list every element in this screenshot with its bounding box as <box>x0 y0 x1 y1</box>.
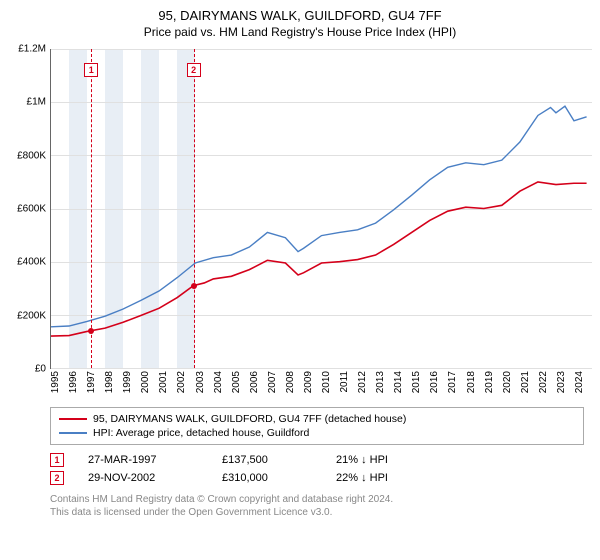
y-tick-label: £800K <box>17 150 46 161</box>
sales-table: 1 27-MAR-1997 £137,500 21% ↓ HPI 2 29-NOV-200… <box>50 451 584 487</box>
y-tick-label: £600K <box>17 204 46 215</box>
plot-area: 12 <box>50 49 592 369</box>
footer-line: This data is licensed under the Open Gov… <box>50 506 584 519</box>
series-line-property <box>51 182 587 336</box>
event-line <box>194 49 195 368</box>
x-tick-label: 2010 <box>321 371 332 393</box>
legend-box: 95, DAIRYMANS WALK, GUILDFORD, GU4 7FF (… <box>50 407 584 445</box>
line-svg <box>51 49 592 368</box>
x-tick-label: 2011 <box>339 371 350 393</box>
x-tick-label: 2012 <box>357 371 368 393</box>
legend-item: 95, DAIRYMANS WALK, GUILDFORD, GU4 7FF (… <box>59 412 575 426</box>
y-tick-label: £0 <box>35 364 46 375</box>
x-tick-label: 1997 <box>86 371 97 393</box>
x-tick-label: 2023 <box>556 371 567 393</box>
x-tick-label: 2021 <box>520 371 531 393</box>
x-tick-label: 2003 <box>195 371 206 393</box>
x-tick-label: 2016 <box>429 371 440 393</box>
x-tick-label: 2022 <box>538 371 549 393</box>
x-tick-label: 2015 <box>411 371 422 393</box>
x-tick-label: 2019 <box>484 371 495 393</box>
chart-subtitle: Price paid vs. HM Land Registry's House … <box>8 25 592 39</box>
sale-badge: 2 <box>50 471 64 485</box>
sale-badge: 1 <box>50 453 64 467</box>
event-line <box>91 49 92 368</box>
sale-delta: 21% ↓ HPI <box>336 454 388 466</box>
sale-row: 1 27-MAR-1997 £137,500 21% ↓ HPI <box>50 451 584 469</box>
event-dot <box>191 283 197 289</box>
x-tick-label: 2008 <box>285 371 296 393</box>
y-tick-label: £200K <box>17 310 46 321</box>
event-badge: 2 <box>187 63 201 77</box>
x-tick-label: 2001 <box>158 371 169 393</box>
x-tick-label: 2014 <box>393 371 404 393</box>
x-tick-label: 1995 <box>50 371 61 393</box>
y-tick-label: £1M <box>27 97 46 108</box>
legend-swatch <box>59 418 87 420</box>
legend-label: HPI: Average price, detached house, Guil… <box>93 427 309 439</box>
footer-line: Contains HM Land Registry data © Crown c… <box>50 493 584 506</box>
x-tick-label: 2007 <box>267 371 278 393</box>
x-tick-label: 2018 <box>466 371 477 393</box>
footer-attribution: Contains HM Land Registry data © Crown c… <box>50 493 584 519</box>
sale-row: 2 29-NOV-2002 £310,000 22% ↓ HPI <box>50 469 584 487</box>
x-tick-label: 2004 <box>213 371 224 393</box>
legend-item: HPI: Average price, detached house, Guil… <box>59 426 575 440</box>
chart-area: £0£200K£400K£600K£800K£1M£1.2M 12 <box>8 49 592 369</box>
x-tick-label: 2013 <box>375 371 386 393</box>
legend-label: 95, DAIRYMANS WALK, GUILDFORD, GU4 7FF (… <box>93 413 406 425</box>
sale-date: 29-NOV-2002 <box>88 472 198 484</box>
sale-date: 27-MAR-1997 <box>88 454 198 466</box>
x-tick-label: 2006 <box>249 371 260 393</box>
sale-delta: 22% ↓ HPI <box>336 472 388 484</box>
y-axis: £0£200K£400K£600K£800K£1M£1.2M <box>8 49 50 369</box>
y-tick-label: £1.2M <box>18 44 46 55</box>
title-block: 95, DAIRYMANS WALK, GUILDFORD, GU4 7FF P… <box>8 8 592 39</box>
x-tick-label: 1998 <box>104 371 115 393</box>
chart-container: 95, DAIRYMANS WALK, GUILDFORD, GU4 7FF P… <box>0 0 600 560</box>
x-tick-label: 2009 <box>303 371 314 393</box>
x-tick-label: 1996 <box>68 371 79 393</box>
sale-price: £137,500 <box>222 454 312 466</box>
series-line-hpi <box>51 106 587 327</box>
y-tick-label: £400K <box>17 257 46 268</box>
x-tick-label: 2017 <box>447 371 458 393</box>
x-tick-label: 2000 <box>140 371 151 393</box>
event-badge: 1 <box>84 63 98 77</box>
x-tick-label: 2020 <box>502 371 513 393</box>
x-axis: 1995 1996 1997 1998 1999 2000 2001 2002 2003 2004… <box>50 369 592 403</box>
x-tick-label: 2005 <box>231 371 242 393</box>
legend-swatch <box>59 432 87 434</box>
event-dot <box>88 328 94 334</box>
x-tick-label: 2024 <box>574 371 585 393</box>
chart-title: 95, DAIRYMANS WALK, GUILDFORD, GU4 7FF <box>8 8 592 23</box>
sale-price: £310,000 <box>222 472 312 484</box>
x-tick-label: 2002 <box>176 371 187 393</box>
x-tick-label: 1999 <box>122 371 133 393</box>
